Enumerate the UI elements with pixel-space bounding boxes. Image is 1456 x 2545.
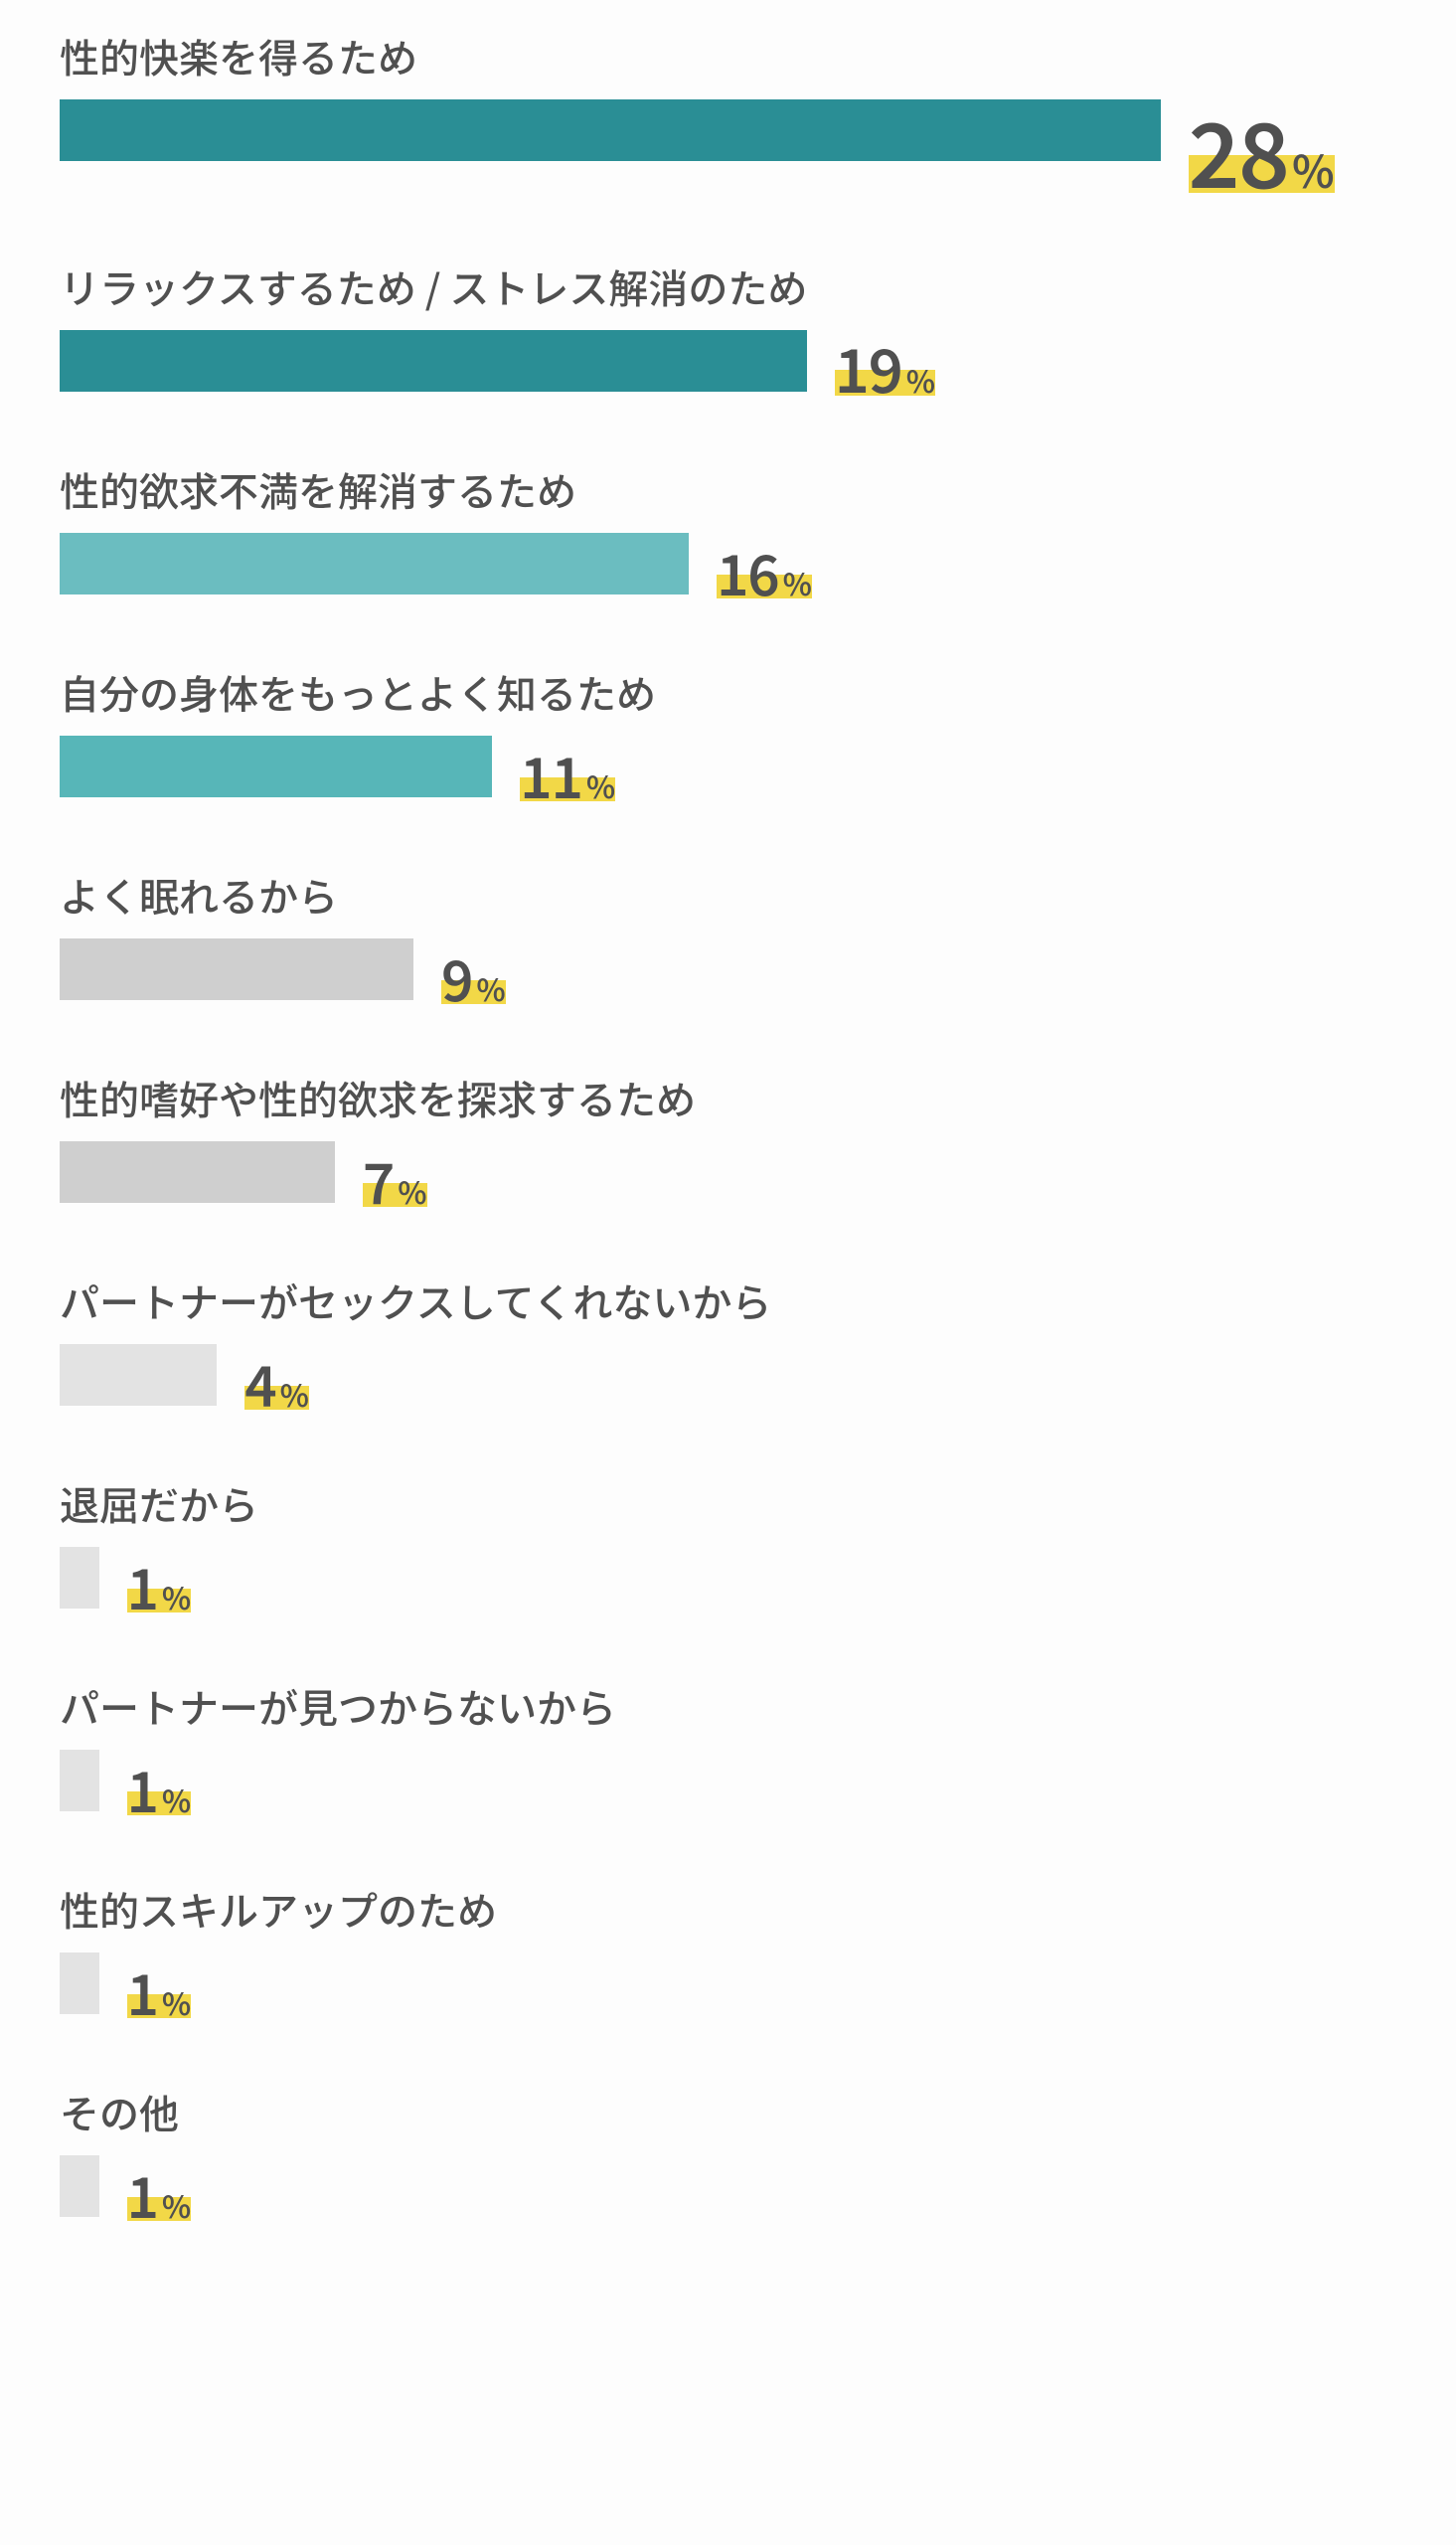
chart-row: パートナーが見つからないから 1% — [60, 1680, 1396, 1811]
chart-value-number: 11 — [520, 748, 582, 803]
percent-sign: % — [906, 365, 935, 396]
chart-row: 退屈だから 1% — [60, 1477, 1396, 1609]
chart-value: 1% — [127, 2167, 192, 2223]
chart-bar — [60, 330, 807, 392]
percent-sign: % — [586, 770, 615, 801]
chart-bar — [60, 1547, 99, 1609]
chart-row-label: リラックスするため / ストレス解消のため — [60, 260, 1396, 312]
chart-row: 性的嗜好や性的欲求を探求するため 7% — [60, 1072, 1396, 1203]
chart-bar-wrap: 1% — [60, 1952, 1396, 2014]
chart-value: 7% — [363, 1153, 427, 1209]
percent-sign: % — [162, 1784, 191, 1815]
chart-row: パートナーがセックスしてくれないから 4% — [60, 1274, 1396, 1406]
chart-value-number: 28 — [1189, 105, 1288, 195]
chart-bar — [60, 99, 1161, 161]
chart-row-label: その他 — [60, 2086, 1396, 2137]
survey-bar-chart: 性的快楽を得るため28%リラックスするため / ストレス解消のため19%性的欲求… — [0, 0, 1456, 2348]
chart-bar-wrap: 1% — [60, 2155, 1396, 2217]
chart-bar — [60, 1750, 99, 1811]
chart-row: 自分の身体をもっとよく知るため 11% — [60, 666, 1396, 797]
chart-row-label: パートナーがセックスしてくれないから — [60, 1274, 1396, 1326]
chart-bar — [60, 1952, 99, 2014]
chart-bar — [60, 1344, 217, 1406]
chart-value: 11% — [520, 748, 615, 803]
percent-sign: % — [1292, 147, 1335, 192]
chart-row-label: 自分の身体をもっとよく知るため — [60, 666, 1396, 718]
chart-bar — [60, 736, 492, 797]
chart-value: 9% — [441, 950, 506, 1006]
chart-bar — [60, 533, 689, 594]
chart-row-label: よく眠れるから — [60, 869, 1396, 921]
chart-bar-wrap: 9% — [60, 938, 1396, 1000]
percent-sign: % — [280, 1379, 309, 1410]
chart-value-number: 1 — [127, 2167, 158, 2223]
percent-sign: % — [162, 1987, 191, 2018]
chart-value-number: 1 — [127, 1559, 158, 1614]
percent-sign: % — [162, 2190, 191, 2221]
chart-value-number: 7 — [363, 1153, 394, 1209]
chart-value: 1% — [127, 1762, 192, 1817]
chart-row: 性的スキルアップのため 1% — [60, 1883, 1396, 2014]
chart-row: リラックスするため / ストレス解消のため 19% — [60, 260, 1396, 392]
chart-value-number: 1 — [127, 1762, 158, 1817]
chart-bar-wrap: 19% — [60, 330, 1396, 392]
chart-value: 19% — [835, 337, 935, 398]
chart-value: 1% — [127, 1964, 192, 2020]
chart-value-number: 4 — [244, 1356, 275, 1412]
chart-row-label: 性的快楽を得るため — [60, 30, 1396, 82]
chart-row-label: 性的嗜好や性的欲求を探求するため — [60, 1072, 1396, 1123]
chart-bar — [60, 1141, 335, 1203]
chart-value-number: 9 — [441, 950, 472, 1006]
chart-value-number: 19 — [835, 337, 902, 398]
chart-value-number: 16 — [717, 545, 779, 600]
chart-row: 性的欲求不満を解消するため 16% — [60, 463, 1396, 594]
chart-value: 16% — [717, 545, 812, 600]
chart-bar-wrap: 1% — [60, 1750, 1396, 1811]
percent-sign: % — [783, 568, 812, 598]
chart-row: 性的快楽を得るため 28% — [60, 30, 1396, 189]
percent-sign: % — [398, 1176, 426, 1207]
percent-sign: % — [162, 1582, 191, 1612]
chart-row: よく眠れるから 9% — [60, 869, 1396, 1000]
chart-bar-wrap: 1% — [60, 1547, 1396, 1609]
chart-row-label: 性的欲求不満を解消するため — [60, 463, 1396, 515]
chart-value: 4% — [244, 1356, 309, 1412]
chart-bar-wrap: 4% — [60, 1344, 1396, 1406]
chart-bar-wrap: 28% — [60, 99, 1396, 189]
chart-row-label: 退屈だから — [60, 1477, 1396, 1529]
chart-bar-wrap: 16% — [60, 533, 1396, 594]
chart-bar-wrap: 7% — [60, 1141, 1396, 1203]
chart-bar — [60, 2155, 99, 2217]
percent-sign: % — [476, 973, 505, 1004]
chart-value: 28% — [1189, 105, 1335, 195]
chart-row: その他 1% — [60, 2086, 1396, 2217]
chart-value: 1% — [127, 1559, 192, 1614]
chart-value-number: 1 — [127, 1964, 158, 2020]
chart-bar-wrap: 11% — [60, 736, 1396, 797]
chart-row-label: 性的スキルアップのため — [60, 1883, 1396, 1935]
chart-bar — [60, 938, 413, 1000]
chart-row-label: パートナーが見つからないから — [60, 1680, 1396, 1732]
